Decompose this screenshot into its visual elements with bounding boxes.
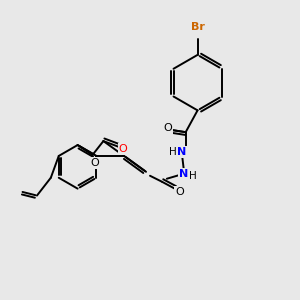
Text: N: N — [179, 169, 188, 179]
Text: O: O — [175, 187, 184, 196]
Text: O: O — [90, 158, 99, 168]
Text: H: H — [189, 171, 196, 181]
Text: O: O — [164, 123, 172, 133]
Text: N: N — [177, 147, 186, 157]
Text: Br: Br — [190, 22, 205, 32]
Text: H: H — [169, 147, 177, 157]
Text: O: O — [119, 144, 128, 154]
